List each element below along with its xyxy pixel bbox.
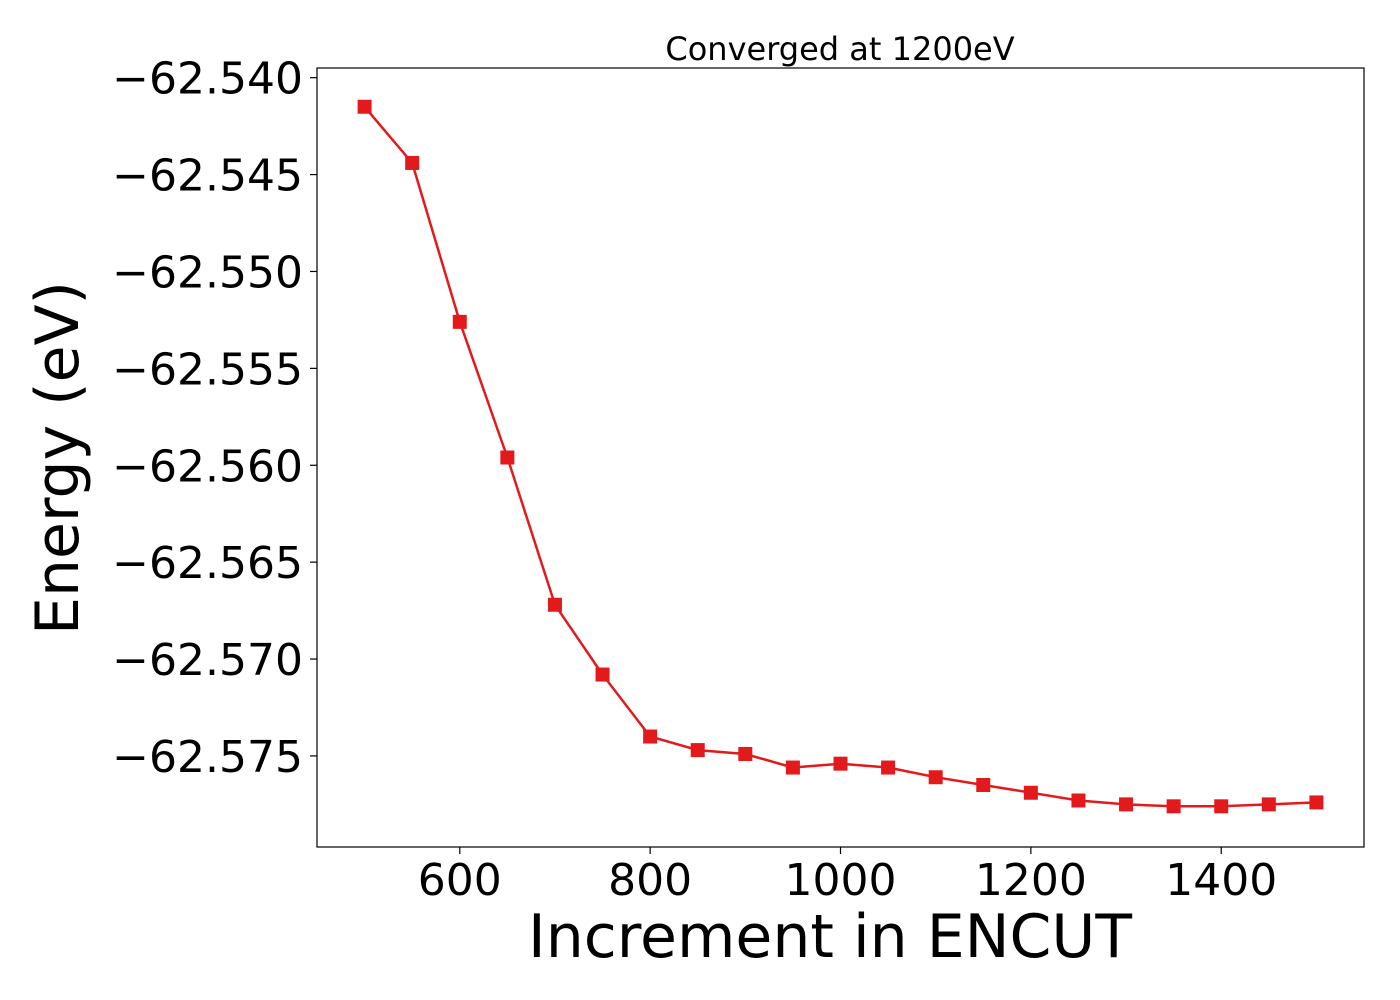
data-point-marker: [1023, 785, 1038, 800]
y-tick-label: −62.550: [112, 247, 303, 298]
data-point-marker: [595, 667, 610, 682]
plot-frame: [316, 67, 1365, 848]
x-tick-label: 800: [608, 855, 692, 906]
plot-area: [316, 67, 1365, 848]
data-point-marker: [452, 314, 467, 329]
data-point-marker: [1261, 797, 1276, 812]
x-tick-label: 600: [418, 855, 502, 906]
y-tick-label: −62.540: [112, 54, 303, 105]
y-tick-label: −62.560: [112, 441, 303, 492]
data-point-marker: [405, 155, 420, 170]
data-point-marker: [881, 760, 896, 775]
x-tick-label: 1400: [1165, 855, 1277, 906]
y-tick-label: −62.545: [112, 151, 303, 202]
data-point-marker: [1071, 793, 1086, 808]
y-tick-label: −62.565: [112, 538, 303, 589]
y-axis-label: Energy (eV): [23, 281, 93, 635]
data-point-marker: [1309, 795, 1324, 810]
x-tick-label: 1200: [975, 855, 1087, 906]
data-point-marker: [643, 729, 658, 744]
data-point-marker: [976, 777, 991, 792]
data-point-marker: [738, 746, 753, 761]
x-axis-label: Increment in ENCUT: [528, 902, 1132, 972]
data-point-marker: [1166, 799, 1181, 814]
data-point-marker: [833, 756, 848, 771]
data-point-marker: [1119, 797, 1134, 812]
y-axis: −62.540 −62.545 −62.550 −62.555 −62.560 −62.5…: [112, 54, 317, 783]
x-tick-label: 1000: [785, 855, 897, 906]
data-point-marker: [928, 770, 943, 785]
y-tick-label: −62.575: [112, 732, 303, 783]
data-point-marker: [547, 597, 562, 612]
data-point-marker: [1214, 799, 1229, 814]
y-tick-label: −62.570: [112, 635, 303, 686]
data-point-marker: [690, 743, 705, 758]
chart-title: Converged at 1200eV: [665, 30, 1014, 68]
data-point-marker: [357, 99, 372, 114]
y-tick-label: −62.555: [112, 344, 303, 395]
series-layer: [357, 99, 1324, 814]
x-axis: 600 800 1000 1200 1400: [418, 847, 1277, 906]
data-point-marker: [785, 760, 800, 775]
data-point-marker: [500, 450, 515, 465]
